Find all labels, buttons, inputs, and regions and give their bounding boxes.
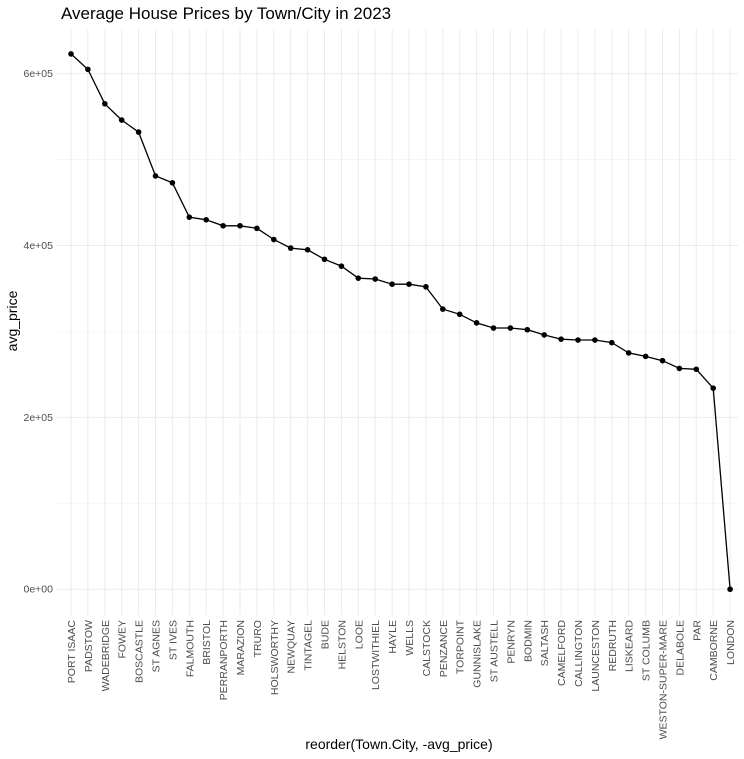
data-point bbox=[727, 586, 733, 593]
x-tick-label: MARAZION bbox=[235, 620, 247, 675]
x-tick-label: HELSTON bbox=[336, 620, 348, 669]
data-point bbox=[152, 173, 159, 179]
data-point bbox=[456, 311, 463, 318]
x-tick-label: BODMIN bbox=[522, 620, 534, 662]
x-axis: PORT ISAAC PADSTOW WADEBRIDGE FOWEY BOSCASTL… bbox=[66, 619, 737, 739]
y-tick-label: 4e+05 bbox=[24, 240, 54, 252]
x-tick-label: WADEBRIDGE bbox=[100, 620, 112, 691]
x-tick-label: BRISTOL bbox=[201, 620, 213, 665]
data-point bbox=[321, 256, 328, 263]
data-point bbox=[693, 366, 700, 373]
y-axis-title: avg_price bbox=[4, 290, 20, 351]
data-point bbox=[271, 236, 277, 243]
x-tick-label: BOSCASTLE bbox=[134, 620, 146, 683]
data-point bbox=[558, 336, 564, 342]
data-point bbox=[592, 337, 598, 343]
x-tick-label: TRURO bbox=[252, 620, 264, 657]
x-tick-label: LOSTWITHIEL bbox=[370, 620, 382, 690]
x-tick-label: CAMBORNE bbox=[708, 620, 720, 681]
x-tick-label: PERRANPORTH bbox=[218, 620, 230, 700]
x-tick-label: DELABOLE bbox=[674, 620, 686, 675]
x-tick-label: FALMOUTH bbox=[184, 620, 196, 677]
x-tick-label: REDRUTH bbox=[607, 620, 619, 671]
x-tick-label: LISKEARD bbox=[624, 620, 636, 672]
x-tick-label: NEWQUAY bbox=[286, 620, 298, 673]
x-tick-label: HOLSWORTHY bbox=[269, 620, 281, 695]
x-tick-label: PENRYN bbox=[505, 620, 517, 664]
data-point bbox=[85, 66, 91, 73]
x-tick-label: BUDE bbox=[320, 620, 332, 649]
x-tick-label: TORPOINT bbox=[455, 619, 467, 674]
x-tick-label: PAR bbox=[691, 620, 703, 641]
data-point bbox=[575, 337, 581, 343]
x-tick-label: PORT ISAAC bbox=[66, 620, 78, 684]
data-point bbox=[625, 350, 632, 356]
data-point bbox=[118, 117, 125, 123]
x-tick-label: CALSTOCK bbox=[421, 620, 433, 676]
data-point bbox=[338, 263, 345, 269]
data-point bbox=[440, 306, 446, 312]
x-tick-label: PENZANCE bbox=[438, 620, 450, 677]
data-point bbox=[710, 385, 716, 391]
x-tick-label: TINTAGEL bbox=[303, 620, 315, 671]
x-tick-label: CAMELFORD bbox=[556, 620, 568, 686]
x-tick-label: LONDON bbox=[725, 620, 737, 665]
x-tick-label: ST AGNES bbox=[151, 620, 163, 672]
x-tick-label: FOWEY bbox=[117, 620, 129, 659]
x-tick-label: PADSTOW bbox=[83, 620, 95, 672]
x-tick-label: ST AUSTELL bbox=[489, 620, 501, 682]
data-series bbox=[68, 51, 733, 593]
data-point bbox=[541, 332, 547, 338]
data-point bbox=[169, 180, 176, 186]
x-tick-label: WELLS bbox=[404, 620, 416, 656]
series-line bbox=[70, 53, 731, 590]
data-point bbox=[406, 281, 412, 287]
chart-title: Average House Prices by Town/City in 202… bbox=[61, 4, 391, 23]
data-point bbox=[287, 245, 294, 251]
data-point bbox=[423, 283, 429, 290]
grid-layer bbox=[57, 29, 738, 615]
y-tick-label: 0e+00 bbox=[24, 584, 54, 596]
x-tick-label: ST IVES bbox=[167, 620, 179, 660]
data-point bbox=[609, 339, 615, 346]
x-tick-label: LAUNCESTON bbox=[590, 620, 602, 692]
data-point bbox=[68, 51, 74, 57]
data-point bbox=[186, 214, 193, 220]
x-tick-label: ST COLUMB bbox=[641, 620, 653, 681]
data-point bbox=[135, 129, 142, 135]
x-axis-title: reorder(Town.City, -avg_price) bbox=[305, 736, 492, 752]
data-point bbox=[507, 325, 514, 331]
data-point bbox=[642, 353, 649, 360]
x-tick-label: LOOE bbox=[353, 620, 365, 649]
data-point bbox=[254, 225, 260, 232]
data-point bbox=[372, 276, 379, 282]
y-tick-label: 6e+05 bbox=[24, 68, 54, 80]
data-point bbox=[355, 275, 362, 281]
data-point bbox=[102, 100, 108, 107]
data-point bbox=[473, 320, 480, 326]
data-point bbox=[659, 357, 666, 364]
data-point bbox=[237, 222, 243, 229]
x-tick-label: WESTON-SUPER-MARE bbox=[658, 620, 670, 739]
data-point bbox=[389, 281, 395, 287]
y-tick-label: 2e+05 bbox=[24, 412, 54, 424]
data-point bbox=[220, 222, 226, 229]
data-point bbox=[203, 216, 209, 223]
data-point bbox=[676, 365, 683, 372]
data-point bbox=[524, 326, 531, 333]
x-tick-label: GUNNISLAKE bbox=[472, 620, 484, 688]
data-point bbox=[490, 325, 497, 331]
x-tick-label: CALLINGTON bbox=[573, 620, 585, 687]
x-tick-label: HAYLE bbox=[387, 620, 399, 654]
data-point bbox=[304, 247, 311, 253]
y-axis: 0e+00 2e+05 4e+05 6e+05 bbox=[24, 68, 54, 596]
x-tick-label: SALTASH bbox=[539, 620, 551, 666]
